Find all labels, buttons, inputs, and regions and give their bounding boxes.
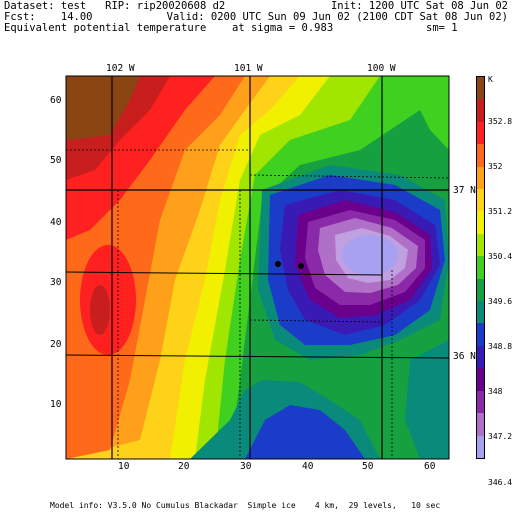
sigma-level: at sigma = 0.983	[232, 22, 334, 34]
boundaries	[66, 76, 449, 459]
colorbar-band	[477, 390, 484, 414]
smoothing: sm= 1	[426, 22, 458, 34]
longitude-label: 100 W	[367, 63, 396, 74]
colorbar-label: 352	[488, 162, 503, 172]
colorbar-band	[477, 211, 484, 234]
model-info: Model info: V3.5.0 No Cumulus Blackadar …	[50, 501, 441, 510]
colorbar-band	[477, 121, 484, 145]
colorbar-band	[477, 189, 484, 212]
plot-frame	[65, 75, 450, 460]
x-tick: 60	[424, 461, 436, 472]
y-tick: 30	[50, 277, 62, 288]
station-marker	[275, 261, 281, 267]
colorbar-label: 350.4	[488, 252, 512, 262]
y-tick: 20	[50, 339, 62, 350]
longitude-label: 102 W	[106, 63, 135, 74]
colorbar-unit: K	[488, 75, 493, 84]
colorbar-label: 352.8	[488, 117, 512, 127]
y-tick: 40	[50, 217, 62, 228]
colorbar-label: 347.2	[488, 432, 512, 442]
latitude-label: 37 N	[453, 185, 476, 196]
x-tick: 50	[362, 461, 374, 472]
colorbar-band	[477, 435, 484, 458]
valid-time: Valid: 0200 UTC Sun 09 Jun 02 (2100 CDT …	[166, 11, 508, 23]
x-tick: 10	[118, 461, 130, 472]
colorbar-band	[477, 413, 484, 436]
x-tick: 40	[302, 461, 314, 472]
filled-contours	[66, 76, 449, 459]
colorbar-label: 346.4	[488, 477, 512, 487]
dataset-line: Dataset: test RIP: rip20020608 d2	[4, 0, 226, 12]
latitude-label: 36 N	[453, 351, 476, 362]
colorbar-band	[477, 323, 484, 346]
y-tick: 50	[50, 155, 62, 166]
x-tick: 30	[240, 461, 252, 472]
colorbar-band	[477, 368, 484, 391]
colorbar-label: 348	[488, 387, 503, 397]
colorbar-band	[477, 166, 484, 190]
station-marker	[298, 263, 304, 269]
colorbar-band	[477, 99, 484, 122]
colorbar-band	[477, 144, 484, 167]
y-tick: 10	[50, 399, 62, 410]
colorbar-band	[477, 256, 484, 279]
forecast-hour: Fcst: 14.00	[4, 11, 93, 23]
colorbar	[476, 76, 485, 459]
colorbar-band	[477, 233, 484, 257]
colorbar-band	[477, 345, 484, 369]
colorbar-band	[477, 278, 484, 302]
colorbar-label: 351.2	[488, 207, 512, 217]
x-tick: 20	[178, 461, 190, 472]
field-name: Equivalent potential temperature	[4, 22, 207, 34]
y-tick: 60	[50, 95, 62, 106]
init-time: Init: 1200 UTC Sat 08 Jun 02	[330, 0, 508, 12]
colorbar-label: 348.8	[488, 342, 512, 352]
colorbar-band	[477, 301, 484, 324]
longitude-label: 101 W	[234, 63, 263, 74]
colorbar-label: 349.6	[488, 297, 512, 307]
colorbar-band	[477, 77, 484, 100]
